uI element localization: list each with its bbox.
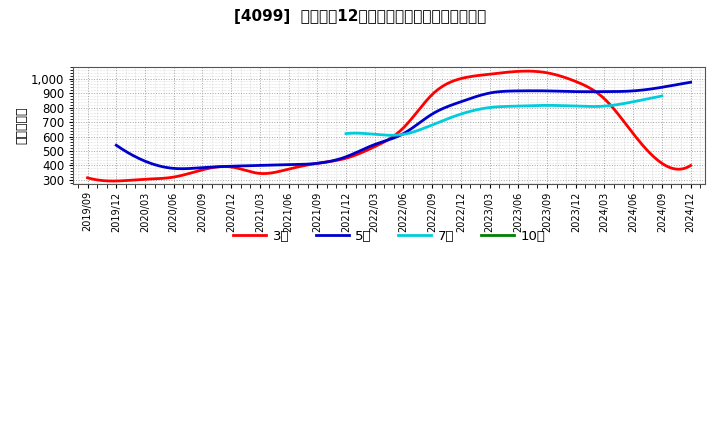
3年 xyxy=(523,69,531,74)
5年 xyxy=(598,89,606,94)
Line: 7年: 7年 xyxy=(346,96,662,135)
Legend: 3年, 5年, 7年, 10年: 3年, 5年, 7年, 10年 xyxy=(228,224,550,248)
5年 xyxy=(456,99,464,105)
3年 xyxy=(634,137,642,143)
7年 xyxy=(387,132,396,138)
5年 xyxy=(114,144,122,149)
7年 xyxy=(657,93,666,99)
Line: 5年: 5年 xyxy=(116,82,690,169)
3年 xyxy=(85,176,94,181)
3年 xyxy=(444,81,453,86)
Line: 3年: 3年 xyxy=(88,71,690,181)
7年 xyxy=(536,103,545,108)
7年 xyxy=(530,103,539,108)
3年 xyxy=(442,81,451,87)
3年 xyxy=(84,175,92,180)
5年 xyxy=(465,96,474,101)
5年 xyxy=(177,166,186,171)
5年 xyxy=(634,88,643,93)
5年 xyxy=(112,143,120,148)
7年 xyxy=(342,131,351,136)
7年 xyxy=(609,103,618,108)
Text: [4099]  経常利益12か月移動合計の標準偏差の推移: [4099] 経常利益12か月移動合計の標準偏差の推移 xyxy=(234,9,486,24)
3年 xyxy=(109,178,118,183)
5年 xyxy=(686,80,695,85)
5年 xyxy=(454,100,462,105)
7年 xyxy=(629,99,638,104)
3年 xyxy=(595,92,604,98)
7年 xyxy=(531,103,539,108)
3年 xyxy=(454,77,463,82)
7年 xyxy=(343,131,351,136)
3年 xyxy=(686,163,695,168)
Y-axis label: （百万円）: （百万円） xyxy=(15,107,28,144)
